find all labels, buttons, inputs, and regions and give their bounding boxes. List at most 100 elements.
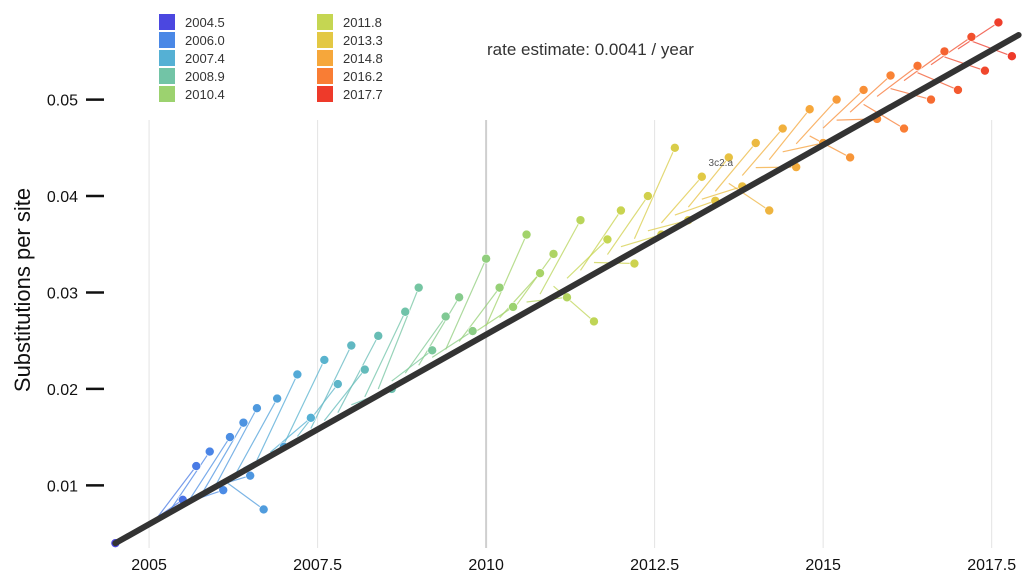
branch-line	[337, 335, 379, 413]
tip-point[interactable]	[1007, 51, 1017, 62]
legend-swatch	[159, 50, 175, 66]
branch-line	[903, 50, 945, 82]
tip-point[interactable]	[966, 32, 977, 42]
x-tick-label: 2010	[468, 557, 504, 574]
tip-point[interactable]	[333, 379, 343, 389]
legend-label: 2017.7	[343, 87, 383, 102]
x-tick-label: 2005	[131, 557, 167, 574]
tip-point[interactable]	[238, 417, 249, 428]
tip-points	[110, 17, 1017, 548]
branch-line	[445, 258, 487, 350]
tip-point[interactable]	[400, 306, 411, 317]
tip-point[interactable]	[804, 104, 815, 115]
tip-point[interactable]	[858, 85, 869, 95]
tip-point[interactable]	[346, 340, 357, 351]
tip-point[interactable]	[508, 302, 518, 312]
tip-point[interactable]	[306, 413, 316, 423]
tip-point[interactable]	[589, 316, 599, 327]
legend-label: 2006.0	[185, 33, 225, 48]
tip-point[interactable]	[953, 85, 963, 95]
tip-point[interactable]	[845, 152, 855, 163]
regression-line	[112, 32, 1022, 547]
tip-point[interactable]	[750, 138, 761, 148]
x-tick-label: 2017.5	[967, 557, 1016, 574]
branch-line	[728, 182, 770, 211]
tip-point[interactable]	[670, 143, 680, 153]
branch-line	[809, 135, 851, 158]
tip-point[interactable]	[980, 65, 990, 76]
tip-point[interactable]	[602, 234, 613, 245]
tip-point[interactable]	[319, 355, 330, 365]
tip-point[interactable]	[191, 461, 202, 471]
x-tick-label: 2012.5	[630, 557, 679, 574]
legend-label: 2014.8	[343, 51, 383, 66]
x-tick-label: 2007.5	[293, 557, 342, 574]
branch-line	[714, 142, 757, 192]
legend-swatch	[159, 14, 175, 30]
tip-point[interactable]	[912, 61, 923, 71]
branch-line	[795, 99, 838, 145]
tip-point[interactable]	[643, 191, 653, 201]
tip-point[interactable]	[616, 205, 626, 216]
tip-point[interactable]	[245, 470, 255, 481]
tip-point[interactable]	[292, 369, 303, 380]
tip-point[interactable]	[494, 282, 505, 293]
tip-point[interactable]	[562, 292, 572, 303]
tip-point[interactable]	[467, 326, 478, 336]
branch-line	[296, 383, 339, 437]
tip-point[interactable]	[359, 364, 370, 375]
tip-point[interactable]	[535, 268, 545, 278]
tip-point[interactable]	[939, 46, 950, 57]
tip-point[interactable]	[831, 94, 842, 105]
tip-point[interactable]	[427, 345, 437, 356]
legend-label: 2016.2	[343, 69, 383, 84]
tip-point[interactable]	[926, 94, 936, 105]
branch-line	[485, 234, 528, 326]
y-tick-label: 0.04	[47, 189, 78, 206]
legend-label: 2008.9	[185, 69, 225, 84]
tip-point[interactable]	[272, 393, 282, 404]
tip-point[interactable]	[899, 123, 909, 134]
tip-point[interactable]	[885, 70, 896, 81]
branch-line	[377, 287, 420, 390]
branch-line	[310, 345, 352, 429]
tip-point[interactable]	[764, 205, 775, 216]
branch-line	[512, 253, 555, 311]
tip-point[interactable]	[548, 249, 559, 259]
tip-point[interactable]	[575, 215, 586, 225]
branch-line	[606, 195, 649, 255]
tip-point[interactable]	[777, 123, 788, 134]
branch-line	[404, 316, 447, 374]
branch-line	[930, 36, 972, 66]
tip-point[interactable]	[440, 311, 451, 322]
tip-point[interactable]	[204, 446, 215, 457]
legend-swatch	[159, 68, 175, 84]
branch-line	[270, 417, 312, 453]
branch-line	[256, 374, 298, 461]
tip-point[interactable]	[373, 331, 384, 341]
x-axis: 2005 2007.5 2010 2012.5 2015 2017.5	[131, 557, 1016, 574]
tip-point[interactable]	[723, 152, 734, 163]
tip-point[interactable]	[413, 282, 424, 293]
tip-point[interactable]	[252, 403, 262, 413]
tip-point[interactable]	[225, 432, 235, 442]
branch-line	[391, 349, 433, 382]
legend-swatch	[159, 86, 175, 102]
legend-swatch	[317, 68, 333, 84]
branch-line	[323, 369, 366, 421]
tip-point[interactable]	[258, 504, 269, 515]
legend-swatch	[159, 32, 175, 48]
tip-point[interactable]	[993, 17, 1004, 28]
tip-point[interactable]	[629, 258, 640, 269]
tip-point[interactable]	[481, 253, 491, 264]
branch-line	[782, 142, 824, 153]
legend-label: 2007.4	[185, 51, 225, 66]
tip-point[interactable]	[697, 171, 707, 182]
branch-line	[674, 200, 716, 216]
legend-swatch	[317, 86, 333, 102]
tip-point[interactable]	[521, 229, 532, 240]
tip-point[interactable]	[454, 292, 464, 303]
branch-line	[168, 451, 211, 512]
branch-line	[849, 75, 891, 113]
